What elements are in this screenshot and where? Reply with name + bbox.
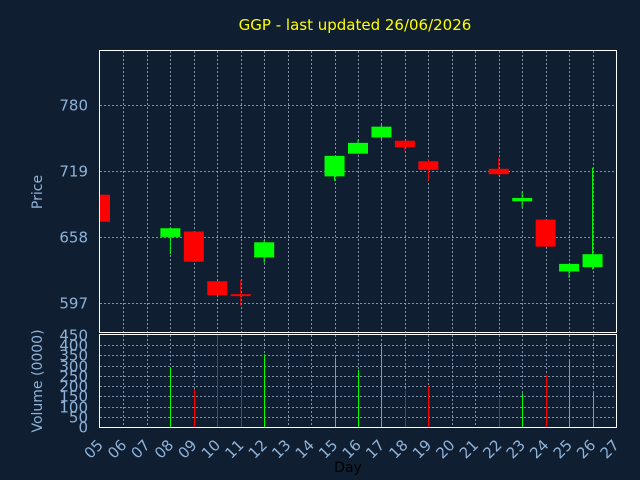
x-axis-label: Day [334, 460, 362, 476]
x-tick-label: 21 [456, 436, 482, 462]
x-tick-label: 22 [479, 436, 505, 462]
volume-y-tick-label: 150 [59, 388, 88, 406]
volume-axis-label: Volume (0000) [30, 329, 46, 432]
candle-body [418, 161, 439, 170]
candle-body [160, 228, 181, 237]
x-tick-label: 13 [268, 436, 294, 462]
candle-body [394, 140, 415, 148]
candle-body [183, 231, 204, 262]
x-tick-label: 17 [362, 436, 388, 462]
volume-y-tick-label: 350 [59, 347, 88, 365]
x-tick-label: 16 [339, 436, 365, 462]
x-tick-label: 05 [81, 436, 107, 462]
x-tick-label: 20 [432, 436, 458, 462]
x-ticks: 0506070809101112131415161718192021222324… [81, 436, 623, 462]
x-tick-label: 11 [221, 436, 247, 462]
candle-body [582, 254, 603, 268]
candle-body [371, 126, 392, 138]
x-tick-label: 15 [315, 436, 341, 462]
price-candles [99, 123, 603, 307]
price-y-tick-label: 658 [59, 229, 88, 247]
volume-panel-border [99, 334, 617, 428]
x-tick-label: 23 [503, 436, 529, 462]
candle-body [230, 294, 251, 297]
price-y-tick-label: 719 [59, 163, 88, 181]
candle-body [559, 263, 580, 272]
candle-body [488, 168, 509, 175]
chart-title: GGP - last updated 26/06/2026 [239, 16, 472, 34]
volume-y-tick-label: 300 [59, 358, 88, 376]
x-tick-label: 06 [104, 436, 130, 462]
price-grid [100, 51, 616, 332]
volume-y-tick-label: 100 [59, 399, 88, 417]
candle-body [207, 281, 228, 296]
x-tick-label: 12 [245, 436, 271, 462]
price-y-ticks: 597 658 719 780 [59, 97, 88, 313]
x-tick-label: 09 [174, 436, 200, 462]
candle-body [324, 155, 345, 177]
candle-body [254, 242, 275, 258]
candle-body [535, 219, 556, 247]
price-panel-border [99, 50, 617, 333]
x-tick-label: 14 [292, 436, 318, 462]
candle-body [348, 142, 368, 154]
x-tick-label: 19 [409, 436, 435, 462]
x-tick-label: 24 [526, 436, 552, 462]
candle-body [512, 197, 533, 202]
x-tick-label: 07 [128, 436, 154, 462]
x-tick-label: 26 [573, 436, 599, 462]
volume-y-tick-label: 0 [78, 419, 88, 437]
x-tick-label: 08 [151, 436, 177, 462]
volume-y-tick-label: 400 [59, 337, 88, 355]
x-tick-label: 10 [198, 436, 224, 462]
volume-y-tick-label: 50 [69, 409, 88, 427]
price-axis-label: Price [30, 175, 46, 209]
volume-y-tick-label: 450 [59, 327, 88, 345]
volume-bars [170, 335, 594, 427]
volume-y-tick-label: 200 [59, 378, 88, 396]
price-y-tick-label: 597 [59, 295, 88, 313]
x-tick-label: 25 [550, 436, 576, 462]
price-y-tick-label: 780 [59, 97, 88, 115]
x-tick-label: 18 [386, 436, 412, 462]
volume-y-tick-label: 250 [59, 368, 88, 386]
candle-body [100, 194, 110, 222]
x-tick-label: 27 [597, 436, 623, 462]
